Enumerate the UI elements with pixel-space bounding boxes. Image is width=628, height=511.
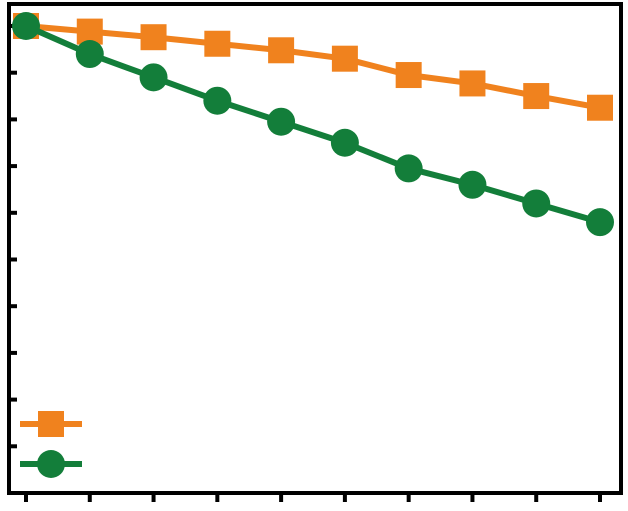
legend-circle-marker [37,450,65,478]
series-line [24,23,601,226]
legend-square-marker [38,411,64,437]
circle-marker [394,154,423,183]
square-marker [331,45,358,72]
circle-marker [586,208,614,237]
series-line [25,23,601,111]
legend-item-1 [20,411,82,437]
series-2 [12,12,614,237]
square-marker [204,30,231,57]
square-marker [523,83,550,110]
square-marker [459,70,486,97]
circle-marker [522,189,551,218]
square-marker [268,37,295,64]
circle-marker [203,86,232,115]
x-axis-ticks [24,493,602,502]
legend [20,411,82,478]
plot-frame [7,2,623,495]
legend-item-2 [20,450,82,478]
square-marker [587,94,613,121]
circle-marker [267,107,296,136]
square-marker [395,62,422,89]
circle-marker [458,170,487,199]
series-layer [12,12,614,237]
circle-marker [12,12,40,40]
square-marker [140,24,167,51]
circle-marker [139,63,168,92]
circle-marker [330,128,359,157]
series-1 [13,13,613,121]
circle-marker [75,40,104,69]
